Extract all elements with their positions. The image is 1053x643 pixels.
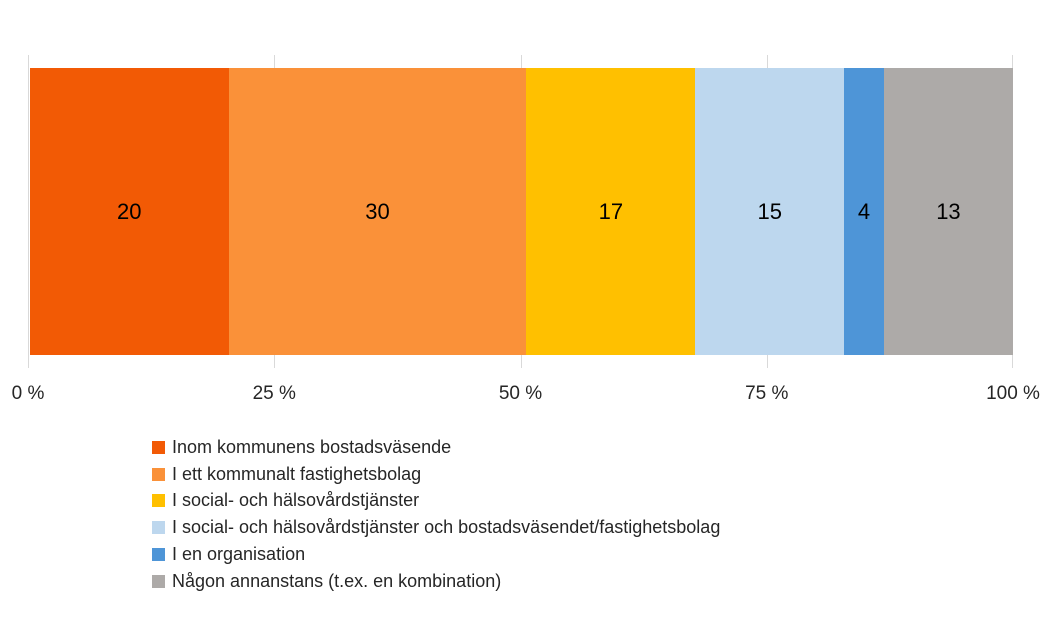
legend-item: Inom kommunens bostadsväsende <box>152 434 720 461</box>
bar-segment: 15 <box>695 68 845 355</box>
legend-label: I en organisation <box>172 544 306 565</box>
legend-swatch <box>152 574 165 588</box>
bar-segment: 20 <box>30 68 229 355</box>
legend-swatch <box>152 494 165 508</box>
gridline-0 <box>28 55 29 368</box>
legend-item: I ett kommunalt fastighetsbolag <box>152 461 720 488</box>
bar-segment: 4 <box>844 68 884 355</box>
legend: Inom kommunens bostadsväsende I ett komm… <box>152 434 720 595</box>
bar-segment-value: 4 <box>857 198 871 224</box>
bar-segment-value: 15 <box>757 198 782 224</box>
x-tick-label: 25 % <box>252 383 296 404</box>
legend-swatch <box>152 467 165 481</box>
stacked-bar: 20 30 17 15 4 13 <box>30 68 1013 355</box>
legend-label: Inom kommunens bostadsväsende <box>172 436 452 457</box>
bar-segment-value: 20 <box>117 198 142 224</box>
legend-swatch <box>152 440 165 454</box>
legend-item: Någon annanstans (t.ex. en kombination) <box>152 568 720 595</box>
x-tick-label: 0 % <box>11 383 45 404</box>
bar-segment-value: 13 <box>936 198 961 224</box>
legend-label: I ett kommunalt fastighetsbolag <box>172 463 422 484</box>
bar-segment-value: 30 <box>365 198 390 224</box>
bar-segment: 17 <box>526 68 696 355</box>
legend-label: I social- och hälsovårdstjänster <box>172 490 420 511</box>
legend-swatch <box>152 521 165 535</box>
plot-area: 20 30 17 15 4 13 <box>28 55 1013 368</box>
x-tick-label: 50 % <box>498 383 543 404</box>
bar-segment-value: 17 <box>598 198 624 224</box>
bar-segment: 30 <box>228 68 527 355</box>
legend-label: Någon annanstans (t.ex. en kombination) <box>172 570 502 591</box>
bar-segment: 13 <box>883 68 1013 355</box>
legend-item: I social- och hälsovårdstjänster <box>152 488 720 515</box>
legend-item: I en organisation <box>152 541 720 568</box>
legend-item: I social- och hälsovårdstjänster och bos… <box>152 514 720 541</box>
legend-swatch <box>152 548 165 562</box>
x-tick-label: 100 % <box>986 383 1040 404</box>
legend-label: I social- och hälsovårdstjänster och bos… <box>172 517 721 538</box>
x-axis: 0 % 25 % 50 % 75 % 100 % <box>12 381 1040 407</box>
x-tick-label: 75 % <box>745 383 789 404</box>
